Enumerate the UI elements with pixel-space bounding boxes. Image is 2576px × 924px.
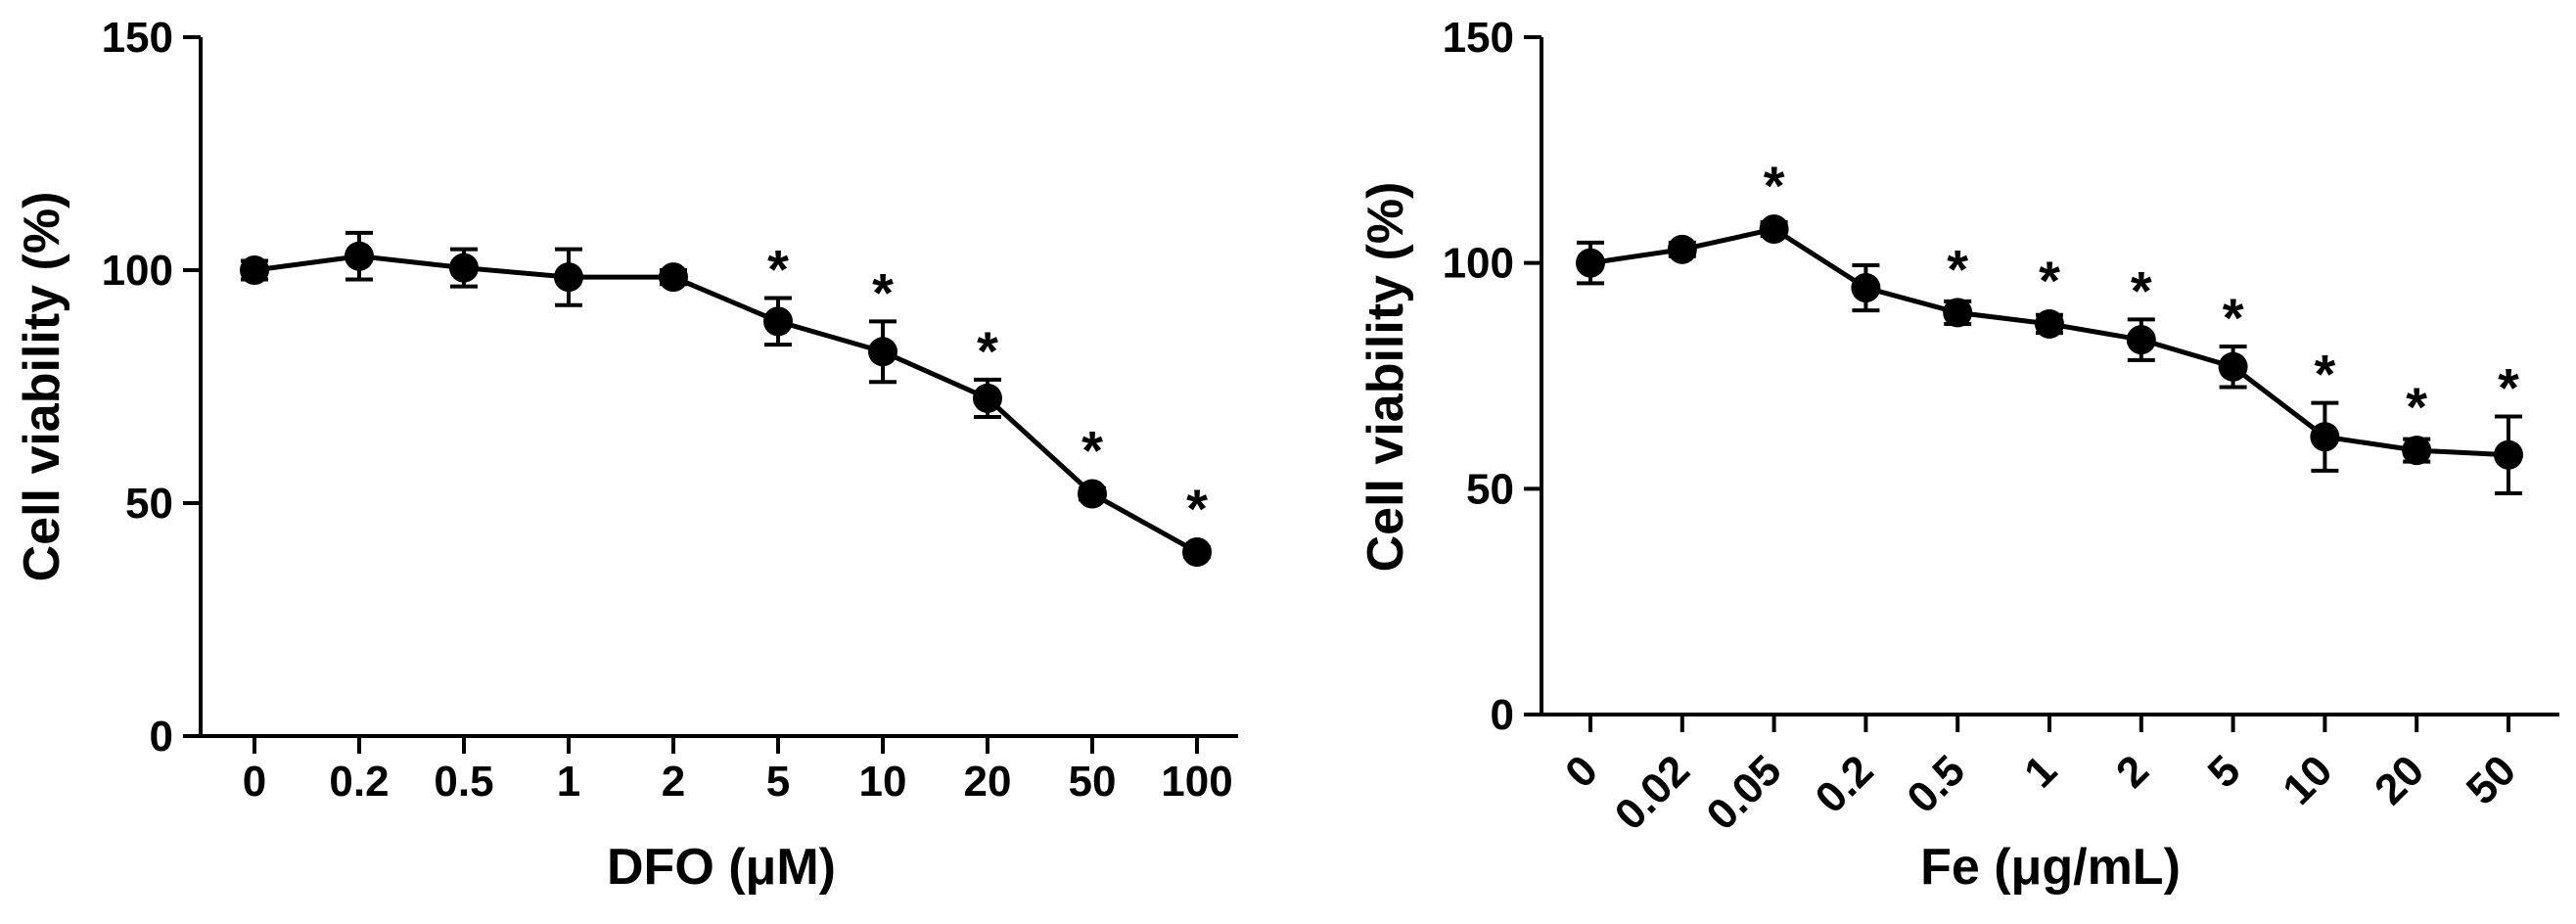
x-tick-label: 2 [2107, 746, 2158, 797]
data-point [2035, 308, 2064, 339]
x-axis-title: Fe (μg/mL) [1920, 839, 2181, 896]
data-point [659, 262, 688, 293]
x-tick-label: 0.5 [434, 758, 493, 806]
significance-marker: * [767, 239, 789, 300]
x-tick-label: 5 [766, 758, 790, 806]
x-tick-label: 20 [2366, 746, 2433, 813]
significance-marker: * [2498, 357, 2519, 419]
x-tick-label: 2 [662, 758, 685, 806]
y-tick-label: 0 [150, 713, 173, 761]
x-tick-label: 0.02 [1606, 746, 1699, 839]
y-tick-label: 150 [102, 14, 173, 62]
x-tick-label: 0.5 [1898, 746, 1974, 822]
significance-marker: * [2315, 344, 2336, 405]
x-axis-title: DFO (μM) [607, 839, 836, 896]
significance-marker: * [1081, 419, 1103, 481]
x-tick-label: 0 [1556, 746, 1607, 797]
x-tick-label: 10 [2274, 746, 2341, 813]
x-tick-label: 0.05 [1697, 746, 1790, 839]
data-point [2218, 351, 2248, 382]
series-line [253, 254, 1199, 555]
data-point [2126, 325, 2156, 355]
panel-dfo: 0 50 100 150 0 0.2 0.5 1 2 5 10 20 50 100 * * * * * DFO (μM… [14, 14, 1238, 896]
significance-marker: * [2039, 250, 2060, 311]
data-point [449, 253, 479, 283]
data-point [1576, 248, 1605, 278]
data-point [2310, 422, 2340, 452]
y-axis-title: Cell viability (%) [1357, 182, 1414, 573]
x-tick-label: 20 [964, 758, 1012, 806]
x-tick-label: 100 [1161, 758, 1232, 806]
significance-marker: * [2131, 259, 2152, 321]
data-point [763, 306, 793, 337]
data-point [1182, 536, 1212, 567]
y-tick-label: 50 [125, 480, 173, 528]
x-tick-label: 1 [2015, 746, 2066, 797]
y-tick-label: 100 [1443, 240, 1514, 288]
x-tick-label: 50 [1069, 758, 1117, 806]
x-tick-label: 0 [243, 758, 266, 806]
data-point [554, 262, 583, 293]
data-point [1759, 214, 1789, 245]
y-axis-title: Cell viability (%) [14, 192, 70, 582]
significance-marker: * [977, 320, 998, 382]
x-tick-label: 5 [2199, 746, 2250, 797]
significance-marker: * [1764, 155, 1785, 216]
data-point [2402, 436, 2432, 466]
data-point [973, 383, 1002, 413]
data-point [240, 255, 269, 285]
y-tick-label: 150 [1443, 14, 1514, 62]
y-tick-label: 50 [1466, 465, 1514, 513]
data-point [1078, 479, 1107, 509]
x-tick-label: 1 [557, 758, 580, 806]
significance-marker: * [1947, 238, 1968, 300]
significance-marker: * [2406, 376, 2427, 438]
x-tick-label: 0.2 [329, 758, 389, 806]
data-point [868, 337, 897, 367]
y-tick-label: 0 [1491, 691, 1514, 739]
y-tick-label: 100 [102, 247, 173, 295]
data-point [1943, 298, 1973, 328]
data-point [1851, 273, 1881, 303]
data-point [1667, 234, 1697, 264]
x-tick-label: 50 [2458, 746, 2525, 813]
significance-marker: * [2223, 287, 2244, 348]
significance-marker: * [1186, 478, 1208, 539]
data-point [2494, 439, 2523, 470]
data-point [345, 241, 374, 271]
x-tick-label: 0.2 [1807, 746, 1883, 822]
x-tick-label: 10 [859, 758, 907, 806]
significance-marker: * [872, 261, 894, 323]
